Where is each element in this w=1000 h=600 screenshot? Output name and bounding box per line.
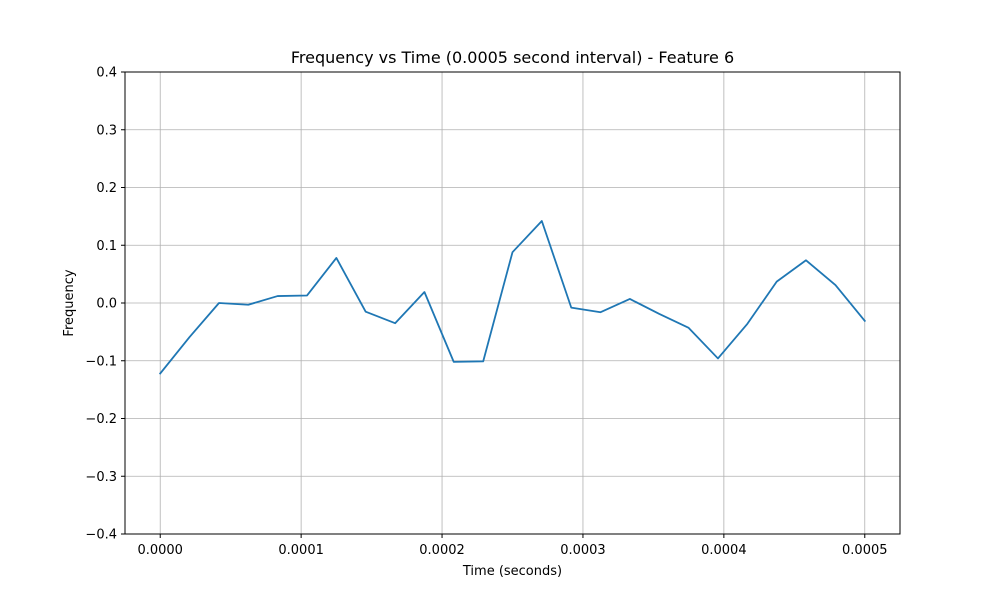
y-tick-label: −0.1 xyxy=(85,354,117,369)
y-tick-label: 0.2 xyxy=(96,181,117,196)
ticks-layer: 0.0000 0.0001 0.0002 0.0003 0.0004 0.0005 −0.4… xyxy=(85,66,887,559)
x-tick-label: 0.0001 xyxy=(278,543,324,558)
series-line xyxy=(158,220,867,375)
chart-title: Frequency vs Time (0.0005 second interva… xyxy=(291,48,734,67)
x-tick-label: 0.0005 xyxy=(842,543,888,558)
x-axis-label: Time (seconds) xyxy=(462,564,562,579)
y-tick-label: −0.3 xyxy=(85,470,117,485)
y-tick-label: 0.0 xyxy=(96,297,117,312)
x-tick-label: 0.0002 xyxy=(419,543,465,558)
y-tick-label: 0.1 xyxy=(96,239,117,254)
x-tick-label: 0.0000 xyxy=(137,543,183,558)
y-tick-label: −0.2 xyxy=(85,412,117,427)
y-tick-label: 0.4 xyxy=(96,66,117,81)
x-tick-label: 0.0003 xyxy=(560,543,606,558)
series-layer xyxy=(158,220,867,375)
y-tick-label: −0.4 xyxy=(85,528,117,543)
y-tick-label: 0.3 xyxy=(96,123,117,138)
x-tick-label: 0.0004 xyxy=(701,543,747,558)
y-axis-label: Frequency xyxy=(62,269,77,336)
